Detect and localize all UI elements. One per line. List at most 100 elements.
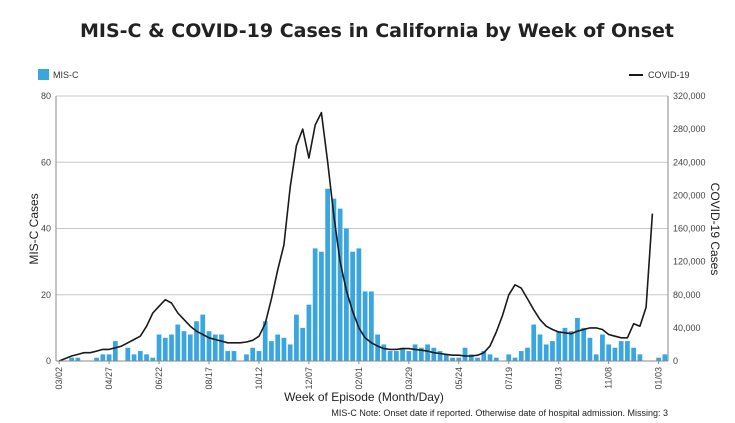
misc-bar: [468, 354, 474, 361]
misc-bar: [406, 351, 412, 361]
misc-bar: [606, 344, 612, 361]
misc-bar: [375, 334, 380, 361]
y-axis-right-title: COVID-19 Cases: [708, 183, 722, 276]
y-right-tick-label: 320,000: [673, 91, 706, 101]
misc-bar: [575, 317, 580, 361]
y-left-tick-label: 0: [46, 356, 51, 366]
x-tick-label: 02/01: [354, 367, 364, 390]
misc-bar: [400, 347, 405, 361]
misc-bar: [356, 248, 362, 361]
chart-note: MIS-C Note: Onset date if reported. Othe…: [331, 408, 668, 418]
misc-bar: [587, 337, 593, 361]
y-left-tick-label: 80: [41, 91, 51, 101]
misc-bar: [431, 347, 437, 361]
misc-bar: [306, 304, 312, 361]
misc-bar: [518, 351, 524, 361]
misc-bar: [581, 327, 587, 361]
misc-bar: [543, 344, 549, 361]
misc-bar: [381, 344, 387, 361]
misc-bar: [325, 188, 331, 361]
legend-label-covid: COVID-19: [648, 70, 690, 80]
misc-bar: [262, 321, 268, 361]
misc-bar: [493, 357, 499, 361]
misc-bar: [94, 357, 99, 361]
x-axis-title: Week of Episode (Month/Day): [284, 390, 444, 404]
misc-bar: [300, 327, 306, 361]
misc-bar: [125, 347, 131, 361]
y-right-tick-label: 160,000: [673, 224, 706, 234]
misc-bar: [562, 327, 568, 361]
misc-bar: [568, 331, 574, 361]
misc-bar: [456, 357, 462, 361]
misc-bar: [244, 354, 249, 361]
misc-bar: [69, 357, 74, 361]
misc-bar: [350, 251, 356, 361]
y-right-tick-label: 200,000: [673, 190, 706, 200]
y-axis-left-title: MIS-C Cases: [27, 193, 41, 264]
misc-bar: [275, 334, 281, 361]
y-right-tick-label: 40,000: [673, 323, 701, 333]
misc-bar: [269, 341, 274, 361]
y-right-tick-label: 80,000: [673, 290, 701, 300]
misc-bar: [418, 347, 424, 361]
misc-bar: [618, 341, 624, 361]
x-tick-label: 04/27: [104, 367, 114, 390]
misc-bar: [219, 334, 224, 361]
misc-bar: [250, 347, 256, 361]
misc-bar: [537, 334, 543, 361]
legend-label-misc: MIS-C: [53, 70, 79, 80]
chart-title: MIS-C & COVID-19 Cases in California by …: [80, 20, 674, 42]
misc-bar: [137, 351, 143, 361]
misc-bar: [337, 208, 343, 361]
misc-bar: [412, 344, 418, 361]
misc-bar: [225, 351, 231, 361]
misc-bar: [194, 321, 199, 361]
misc-bar: [212, 334, 218, 361]
misc-bar: [600, 334, 605, 361]
x-tick-label: 12/07: [304, 367, 314, 390]
misc-bar: [106, 354, 112, 361]
y-right-tick-label: 280,000: [673, 124, 706, 134]
misc-bar: [525, 347, 530, 361]
misc-bar: [506, 354, 512, 361]
misc-bar: [393, 351, 399, 361]
misc-bar: [656, 357, 662, 361]
y-left-tick-label: 40: [41, 224, 51, 234]
misc-bar: [637, 354, 643, 361]
x-tick-label: 08/17: [204, 367, 214, 390]
y-left-tick-label: 20: [41, 290, 51, 300]
misc-bar: [475, 357, 480, 361]
misc-bar: [156, 334, 162, 361]
y-left-tick-label: 60: [41, 157, 51, 167]
misc-bar: [368, 291, 374, 361]
misc-bar: [162, 337, 168, 361]
misc-bar: [462, 347, 468, 361]
legend-swatch-misc: [38, 69, 49, 80]
x-tick-label: 01/03: [654, 367, 664, 390]
misc-bar: [281, 337, 287, 361]
misc-bar: [187, 334, 193, 361]
misc-bar: [294, 314, 299, 361]
misc-bar: [75, 357, 81, 361]
misc-bar: [287, 344, 293, 361]
misc-bar: [312, 248, 318, 361]
x-tick-label: 11/08: [604, 367, 614, 389]
misc-bars: [69, 188, 668, 361]
misc-bar: [319, 251, 324, 361]
misc-bar: [256, 351, 262, 361]
misc-bar: [231, 351, 237, 361]
misc-bar: [100, 354, 106, 361]
misc-bar: [425, 344, 430, 361]
y-right-tick-label: 240,000: [673, 157, 706, 167]
misc-bar: [112, 341, 118, 361]
y-right-tick-label: 0: [673, 356, 678, 366]
misc-bar: [625, 341, 630, 361]
misc-bar: [144, 354, 149, 361]
x-tick-label: 03/02: [54, 367, 64, 390]
x-tick-label: 09/13: [554, 367, 564, 390]
misc-bar: [612, 347, 618, 361]
y-right-tick-label: 120,000: [673, 257, 706, 267]
misc-bar: [362, 291, 368, 361]
misc-bar: [331, 198, 337, 361]
